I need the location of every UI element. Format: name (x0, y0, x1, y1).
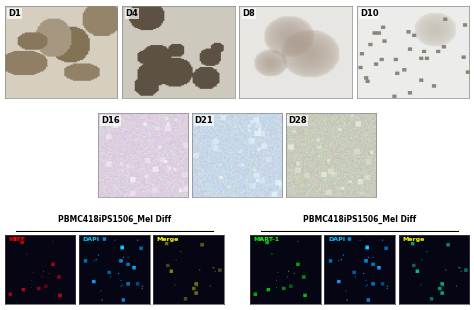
Text: D8: D8 (243, 9, 255, 18)
Text: DAPI: DAPI (82, 237, 100, 242)
Text: MITF: MITF (8, 237, 26, 242)
Text: D16: D16 (101, 116, 120, 125)
Text: PBMC418iPS1506_Mel Diff: PBMC418iPS1506_Mel Diff (58, 215, 171, 224)
Text: D28: D28 (288, 116, 307, 125)
Text: PBMC418iPS1506_Mel Diff: PBMC418iPS1506_Mel Diff (303, 215, 416, 224)
Text: D1: D1 (8, 9, 21, 18)
Text: D21: D21 (195, 116, 213, 125)
Text: MART-1: MART-1 (254, 237, 280, 242)
Text: D10: D10 (360, 9, 379, 18)
Text: Merge: Merge (402, 237, 425, 242)
Text: DAPI: DAPI (328, 237, 345, 242)
Text: D4: D4 (126, 9, 138, 18)
Text: Merge: Merge (157, 237, 179, 242)
